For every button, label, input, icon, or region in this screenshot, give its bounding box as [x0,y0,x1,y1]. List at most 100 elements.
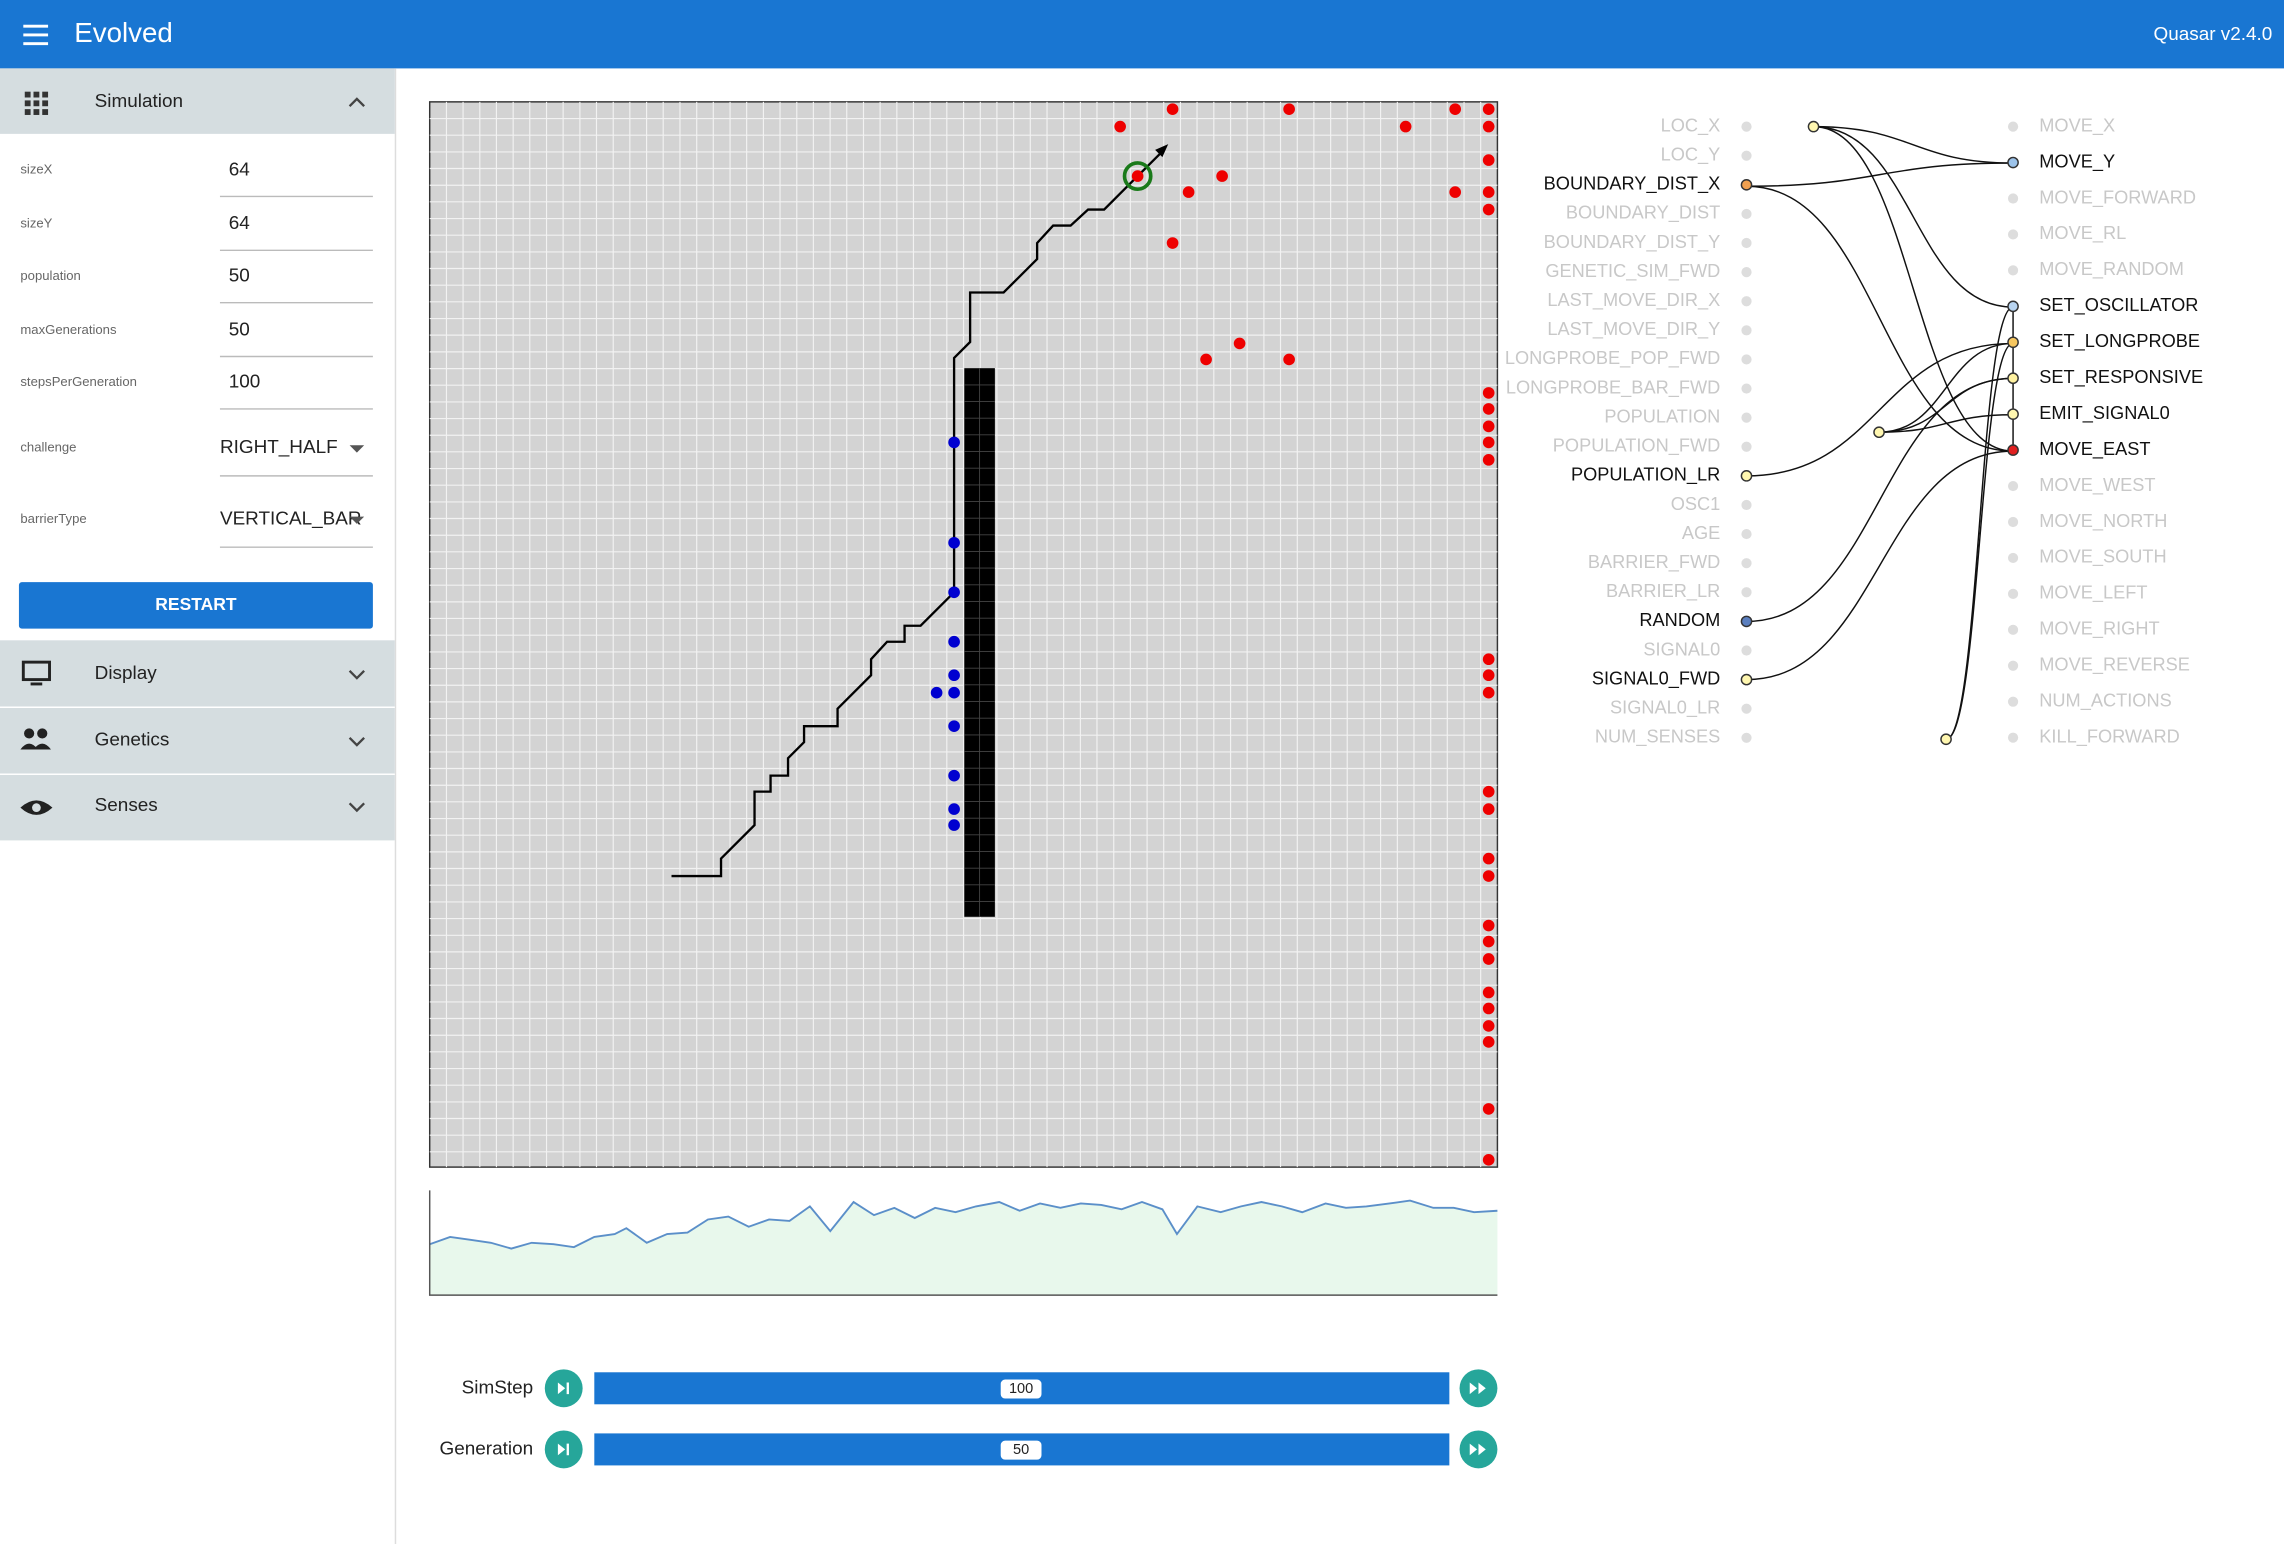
agent[interactable] [1482,919,1495,932]
agent[interactable] [1482,785,1495,798]
agent[interactable] [1482,986,1495,999]
section-title: Simulation [95,91,183,112]
agent[interactable] [1166,237,1179,249]
dropdown-arrow[interactable] [349,445,365,453]
output-label: MOVE_EAST [2039,439,2150,460]
selected-agent [1122,161,1153,191]
field-label: barrierType [20,511,86,526]
hidden-node [1940,733,1952,746]
agent[interactable] [1482,870,1495,882]
agent[interactable] [948,686,960,699]
field-label: challenge [20,440,76,455]
field-value[interactable]: RIGHT_HALF [220,437,338,458]
agent[interactable] [948,803,960,815]
world-grid [428,101,1499,1168]
agent[interactable] [948,536,960,549]
agent[interactable] [1482,1103,1495,1115]
agent[interactable] [948,586,960,599]
agent[interactable] [1449,186,1462,198]
menu-icon[interactable] [23,24,49,46]
agent[interactable] [1233,337,1246,350]
output-node [2007,156,2019,169]
step-icon [557,1443,569,1456]
output-label: MOVE_REVERSE [2039,655,2190,676]
connection [1813,125,2014,452]
section-header[interactable] [0,68,395,134]
agent[interactable] [948,769,960,782]
agent[interactable] [1482,154,1495,166]
agent[interactable] [1283,353,1295,366]
input-label: LONGPROBE_BAR_FWD [1506,377,1720,398]
agent[interactable] [1482,653,1495,666]
output-label: MOVE_NORTH [2039,511,2167,532]
agent[interactable] [1482,186,1495,198]
expand-icon[interactable] [348,670,365,813]
agent[interactable] [948,669,960,682]
restart-button[interactable] [18,582,373,629]
agent[interactable] [1482,686,1495,699]
agent[interactable] [1482,852,1495,865]
field-value[interactable]: 50 [229,265,250,286]
agent[interactable] [1449,103,1462,115]
agent[interactable] [1482,1153,1495,1166]
input-label: LONGPROBE_POP_FWD [1505,348,1720,369]
collapse-icon[interactable] [348,97,365,108]
agent[interactable] [1283,103,1295,115]
output-label: SET_RESPONSIVE [2039,367,2203,388]
agent[interactable] [1482,454,1495,466]
agent[interactable] [1482,935,1495,948]
agent[interactable] [1182,186,1195,198]
field-label: sizeY [20,216,52,231]
output-label: SET_OSCILLATOR [2039,295,2198,316]
input-node [1741,208,1752,220]
agent[interactable] [1482,203,1495,216]
agent[interactable] [1482,1020,1495,1032]
output-node [2007,588,2019,599]
output-node [2007,408,2019,420]
field-value[interactable]: 64 [229,213,250,234]
input-label: SIGNAL0_LR [1610,698,1720,719]
agent[interactable] [1482,387,1495,399]
agent[interactable] [948,436,960,449]
agent[interactable] [1482,803,1495,815]
dropdown-arrow[interactable] [349,516,365,524]
agent[interactable] [1114,120,1126,133]
field-value[interactable]: VERTICAL_BAR [220,509,362,530]
agent[interactable] [948,635,960,648]
section-header[interactable] [0,707,395,775]
field-value[interactable]: 100 [229,372,261,393]
agent[interactable] [948,819,960,831]
input-node [1741,412,1752,423]
field-value[interactable]: 50 [229,319,250,340]
agent[interactable] [930,686,943,699]
output-node [2007,516,2019,528]
section-header[interactable] [0,774,395,841]
output-node [2007,552,2019,564]
agent[interactable] [1216,170,1228,182]
agent[interactable] [1482,436,1495,449]
agent[interactable] [1482,403,1495,415]
agent[interactable] [1482,420,1495,433]
agent[interactable] [1131,170,1144,182]
input-label: POPULATION [1604,406,1720,426]
output-label: MOVE_WEST [2039,475,2155,496]
button-label: RESTART [155,594,237,614]
input-label: BOUNDARY_DIST [1566,203,1720,224]
agent[interactable] [1482,1002,1495,1015]
agent[interactable] [948,720,960,732]
agent[interactable] [1482,669,1495,682]
agent[interactable] [1166,103,1179,115]
hidden-node [1873,426,1885,439]
field-value[interactable]: 64 [229,159,250,180]
input-node [1741,325,1752,336]
agent[interactable] [1482,103,1495,115]
output-label: MOVE_X [2039,115,2115,136]
agent[interactable] [1399,120,1412,133]
agent[interactable] [1200,353,1212,366]
section-header[interactable] [0,640,395,708]
agent[interactable] [1482,120,1495,133]
output-node [2007,336,2019,349]
agent[interactable] [1482,953,1495,965]
agent[interactable] [1482,1036,1495,1048]
chart-area [429,1200,1498,1296]
